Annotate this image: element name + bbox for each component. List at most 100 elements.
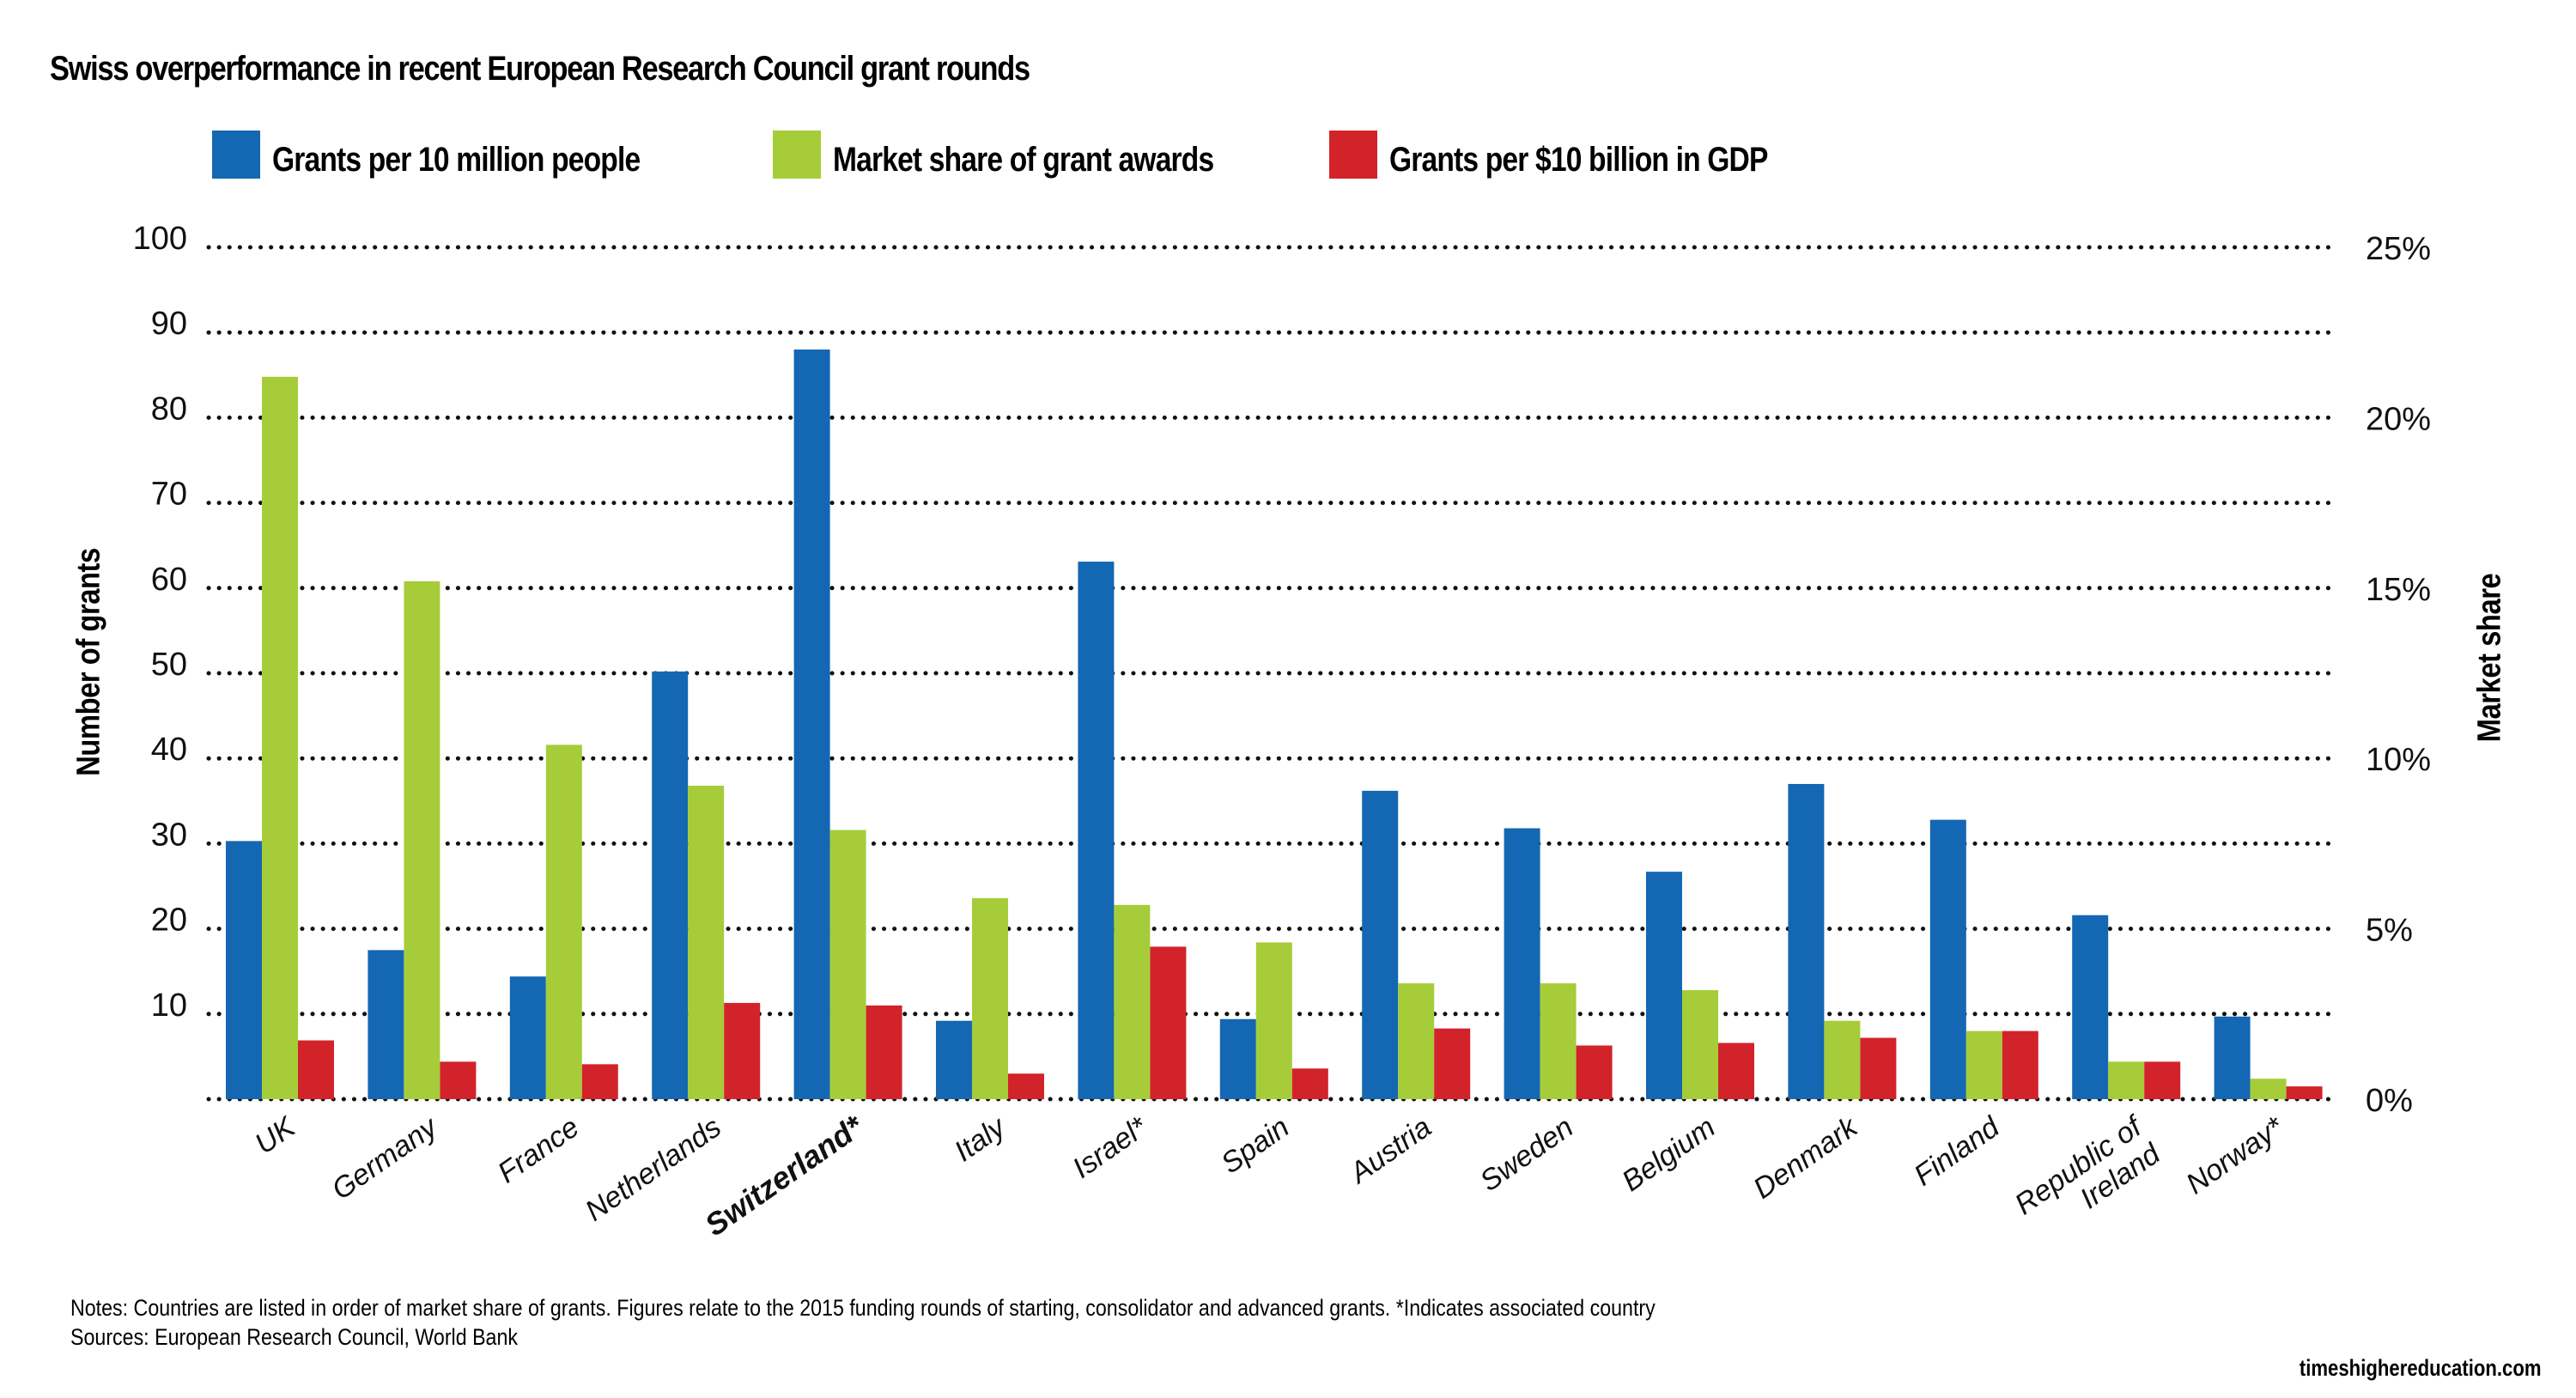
bar-market-share — [262, 376, 298, 1099]
bar-market-share — [1398, 983, 1435, 1099]
bar-grants-per-gdp — [1291, 1068, 1328, 1099]
legend-item-grants-per-gdp: Grants per $10 billion in GDP — [1329, 131, 1839, 179]
bar-market-share — [688, 785, 725, 1099]
legend-swatch-red — [1329, 131, 1377, 179]
x-tick-label-line: Switzerland* — [698, 1108, 870, 1243]
x-tick-label: Austria — [1343, 1110, 1437, 1190]
bar-grants-per-population — [226, 841, 262, 1099]
bar-grants-per-population — [1929, 819, 1966, 1099]
x-tick-label: Spain — [1215, 1110, 1295, 1180]
y-tick-label-left: 50 — [151, 647, 187, 683]
bar-grants-per-population — [1219, 1018, 1256, 1099]
y-tick-label-left: 40 — [151, 732, 187, 768]
chart-title: Swiss overperformance in recent European… — [50, 50, 1030, 88]
bar-market-share — [404, 580, 440, 1099]
bar-grants-per-population — [2072, 915, 2109, 1099]
x-tick-label-line: Austria — [1343, 1110, 1437, 1190]
y-tick-label-left: 70 — [151, 477, 187, 513]
bar-market-share — [972, 897, 1008, 1099]
y-tick-label-right: 10% — [2366, 742, 2431, 778]
x-tick-label: Finland — [1908, 1110, 2006, 1193]
bars — [226, 350, 2323, 1099]
legend-swatch-blue — [212, 131, 260, 179]
notes-text: Notes: Countries are listed in order of … — [70, 1295, 1656, 1321]
x-tick-label-line: Spain — [1215, 1110, 1295, 1180]
bar-market-share — [1255, 942, 1292, 1099]
x-tick-label-line: Belgium — [1616, 1110, 1721, 1198]
y-tick-label-right: 0% — [2366, 1083, 2413, 1119]
bar-grants-per-gdp — [2286, 1086, 2323, 1099]
bar-market-share — [1682, 990, 1718, 1099]
y-tick-label-left: 90 — [151, 306, 187, 342]
bar-grants-per-gdp — [2002, 1030, 2038, 1099]
y-tick-label-right: 5% — [2366, 913, 2413, 949]
bar-grants-per-population — [1504, 828, 1540, 1099]
bar-market-share — [1540, 983, 1577, 1099]
y-tick-label-right: 25% — [2366, 231, 2431, 267]
publisher-credit: timeshighereducation.com — [2300, 1355, 2542, 1381]
bar-grants-per-gdp — [581, 1064, 618, 1099]
bar-grants-per-gdp — [724, 1002, 761, 1099]
bar-grants-per-gdp — [1718, 1042, 1754, 1099]
bar-grants-per-population — [2214, 1016, 2251, 1099]
bar-grants-per-gdp — [1008, 1073, 1044, 1099]
bar-grants-per-gdp — [2144, 1061, 2181, 1099]
legend-label: Grants per $10 billion in GDP — [1389, 141, 1768, 179]
footnotes: Notes: Countries are listed in order of … — [70, 1293, 1656, 1352]
y-tick-label-left: 20 — [151, 903, 187, 939]
x-tick-label: Denmark — [1747, 1109, 1864, 1205]
y-tick-label-right: 15% — [2366, 572, 2431, 608]
x-tick-label: Israel* — [1066, 1109, 1154, 1184]
legend-item-grants-per-population: Grants per 10 million people — [212, 131, 710, 179]
bar-grants-per-gdp — [440, 1061, 477, 1099]
y-tick-label-right: 20% — [2366, 401, 2431, 437]
bar-market-share — [1824, 1020, 1861, 1099]
bar-grants-per-population — [1646, 872, 1682, 1099]
bar-grants-per-population — [1078, 562, 1115, 1099]
x-tick-label: Germany — [326, 1109, 445, 1206]
bar-grants-per-gdp — [1434, 1028, 1471, 1099]
x-tick-label: UK — [249, 1110, 302, 1161]
y-tick-label-left: 30 — [151, 817, 187, 853]
y-tick-label-left: 100 — [133, 221, 187, 257]
x-tick-label: Belgium — [1616, 1110, 1721, 1198]
bar-grants-per-population — [1788, 783, 1825, 1099]
x-tick-label: Switzerland* — [698, 1108, 870, 1243]
x-tick-label-line: Italy — [949, 1109, 1013, 1168]
bar-grants-per-population — [652, 672, 689, 1099]
bar-market-share — [1965, 1030, 2002, 1099]
x-tick-label-line: Finland — [1908, 1110, 2006, 1193]
bar-market-share — [1114, 904, 1151, 1099]
sources-text: Sources: European Research Council, Worl… — [70, 1324, 518, 1350]
x-tick-label-line: Israel* — [1066, 1109, 1154, 1184]
bar-grants-per-gdp — [1150, 946, 1187, 1099]
x-tick-label: Norway* — [2180, 1109, 2290, 1200]
x-tick-label: France — [492, 1110, 585, 1189]
bar-market-share — [545, 745, 582, 1099]
y-axis-ticks-right: 0% 5% 10% 15% 20% 25% — [2366, 231, 2431, 1119]
x-tick-label-line: Denmark — [1747, 1109, 1864, 1205]
y-axis-ticks-left: 10 20 30 40 50 60 70 80 90 100 — [133, 221, 187, 1024]
bar-grants-per-population — [936, 1020, 972, 1099]
legend-label: Market share of grant awards — [833, 141, 1214, 179]
bar-market-share — [829, 830, 866, 1099]
bar-grants-per-population — [1362, 790, 1399, 1099]
x-tick-label: Italy — [949, 1109, 1013, 1168]
bar-grants-per-gdp — [298, 1040, 334, 1099]
bar-market-share — [2108, 1061, 2145, 1099]
y-tick-label-left: 80 — [151, 391, 187, 427]
bar-grants-per-population — [509, 976, 546, 1099]
bar-grants-per-population — [793, 350, 830, 1099]
legend-label: Grants per 10 million people — [272, 141, 641, 179]
x-tick-label-line: Norway* — [2180, 1109, 2290, 1200]
x-tick-label-line: UK — [249, 1110, 302, 1161]
bar-grants-per-gdp — [1860, 1037, 1897, 1099]
x-tick-label-line: Sweden — [1474, 1110, 1579, 1198]
bar-grants-per-gdp — [866, 1005, 902, 1099]
x-tick-label-line: France — [492, 1110, 585, 1189]
y-tick-label-left: 10 — [151, 988, 187, 1024]
y-tick-label-left: 60 — [151, 562, 187, 598]
